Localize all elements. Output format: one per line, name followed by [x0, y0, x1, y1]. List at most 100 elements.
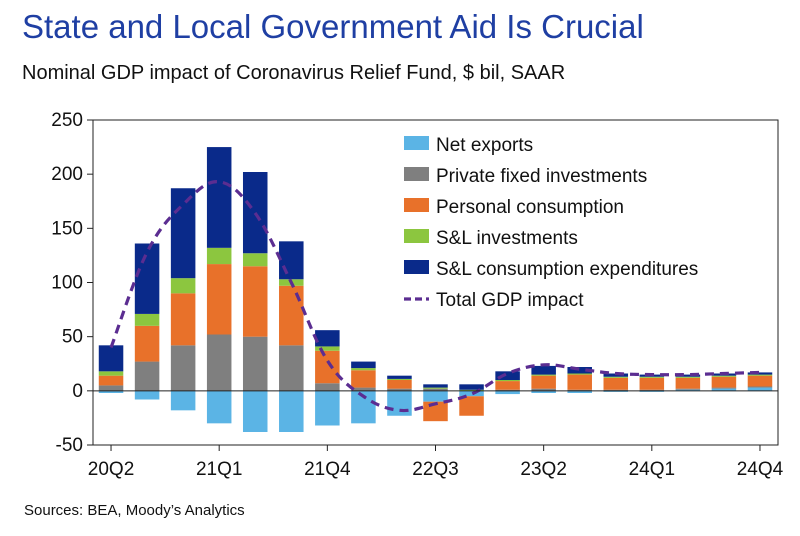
bar-net-exports-24q4: [747, 387, 773, 391]
axes-layer: -50 0 50 100 150 200 250 20Q2 21Q1 21Q4 22Q3 23Q2 24…: [51, 110, 783, 480]
bar-net-exports-21q3: [279, 390, 304, 432]
bar-personal-consumption-22q4: [459, 396, 484, 416]
bar-s-l-investments-20q3: [134, 313, 160, 326]
bar-personal-consumption-23q3: [567, 374, 592, 390]
bar-s-l-investments-21q1: [206, 247, 232, 265]
bar-personal-consumption-24q1: [639, 377, 665, 390]
bars-layer: [98, 147, 773, 432]
bar-s-l-consumption-expenditures-20q2: [98, 345, 124, 372]
bar-s-l-consumption-expenditures-24q2: [675, 374, 701, 377]
bar-private-fixed-investments-22q1: [351, 387, 376, 391]
bar-private-fixed-investments-24q3: [711, 387, 737, 389]
x-tick-label: 24Q4: [737, 459, 784, 480]
x-tick-label: 23Q2: [520, 459, 566, 480]
bar-s-l-investments-23q1: [495, 380, 520, 382]
bar-private-fixed-investments-24q4: [747, 386, 773, 388]
bar-net-exports-22q3: [423, 390, 448, 402]
y-tick-label: 0: [72, 381, 83, 402]
bar-s-l-consumption-expenditures-21q2: [242, 172, 268, 254]
bar-net-exports-22q4: [459, 390, 484, 397]
bar-private-fixed-investments-20q4: [170, 345, 196, 391]
bar-personal-consumption-24q2: [675, 377, 701, 389]
bar-personal-consumption-20q3: [134, 325, 160, 362]
bar-personal-consumption-20q2: [98, 375, 124, 386]
y-tick-label: 50: [62, 327, 83, 348]
y-tick-label: 250: [51, 110, 83, 131]
bar-personal-consumption-24q3: [711, 376, 737, 388]
bar-private-fixed-investments-23q1: [495, 389, 520, 391]
bar-s-l-investments-22q1: [351, 368, 376, 371]
bar-personal-consumption-20q4: [170, 293, 196, 346]
bar-private-fixed-investments-22q2: [387, 388, 412, 391]
y-tick-label: 200: [51, 164, 83, 185]
bar-s-l-investments-24q1: [639, 376, 665, 378]
bar-personal-consumption-23q1: [495, 381, 520, 390]
bar-s-l-investments-21q4: [315, 346, 340, 351]
bar-private-fixed-investments-21q1: [206, 334, 232, 391]
bar-s-l-consumption-expenditures-23q3: [567, 367, 592, 374]
bar-private-fixed-investments-21q4: [315, 383, 340, 391]
x-tick-label: 20Q2: [88, 459, 134, 480]
bar-net-exports-23q4: [603, 390, 629, 392]
bar-private-fixed-investments-21q2: [242, 336, 268, 391]
legend-swatch: [404, 260, 429, 274]
bar-s-l-investments-24q4: [747, 374, 773, 376]
x-tick-label: 22Q3: [412, 459, 458, 480]
bar-s-l-consumption-expenditures-22q3: [423, 384, 448, 388]
bar-s-l-investments-20q2: [98, 371, 124, 376]
legend-swatch: [404, 198, 429, 212]
bar-s-l-consumption-expenditures-22q1: [351, 361, 376, 369]
bar-private-fixed-investments-24q2: [675, 388, 701, 390]
bar-personal-consumption-22q2: [387, 380, 412, 389]
bar-net-exports-24q3: [711, 388, 737, 391]
bar-private-fixed-investments-22q3: [423, 388, 448, 391]
bar-net-exports-20q2: [98, 390, 124, 393]
legend-swatch: [404, 229, 429, 243]
bar-s-l-investments-24q3: [711, 375, 737, 377]
chart-subtitle: Nominal GDP impact of Coronavirus Relief…: [22, 62, 566, 84]
legend-label: Total GDP impact: [436, 290, 584, 311]
y-tick-label: 100: [51, 273, 83, 294]
legend-swatch: [404, 167, 429, 181]
bar-s-l-consumption-expenditures-20q4: [170, 188, 196, 279]
bar-private-fixed-investments-23q2: [531, 388, 556, 391]
legend-label: Net exports: [436, 135, 533, 156]
bar-private-fixed-investments-20q2: [98, 385, 124, 391]
bar-s-l-investments-23q2: [531, 374, 556, 376]
legend-label: Private fixed investments: [436, 166, 647, 187]
bar-s-l-investments-22q4: [459, 389, 484, 391]
bar-s-l-consumption-expenditures-20q3: [134, 243, 160, 314]
legend-label: S&L consumption expenditures: [436, 259, 698, 280]
bar-s-l-consumption-expenditures-21q4: [315, 330, 340, 347]
x-tick-label: 21Q1: [196, 459, 242, 480]
bar-s-l-consumption-expenditures-22q2: [387, 375, 412, 379]
x-tick-label: 24Q1: [629, 459, 675, 480]
bar-s-l-consumption-expenditures-23q4: [603, 373, 629, 377]
bar-personal-consumption-23q4: [603, 377, 629, 390]
bar-net-exports-24q1: [639, 390, 665, 392]
legend-swatch: [404, 136, 429, 150]
bar-net-exports-21q1: [206, 390, 232, 424]
bar-net-exports-20q3: [134, 390, 160, 400]
bar-net-exports-23q1: [495, 390, 520, 395]
legend-label: S&L investments: [436, 228, 578, 249]
bar-s-l-consumption-expenditures-23q1: [495, 371, 520, 380]
bar-s-l-investments-22q3: [423, 387, 448, 389]
bar-net-exports-23q3: [567, 390, 592, 393]
y-tick-label: 150: [51, 218, 83, 239]
x-tick-label: 21Q4: [304, 459, 351, 480]
bar-net-exports-21q2: [242, 390, 268, 432]
bar-private-fixed-investments-24q1: [639, 389, 665, 391]
bar-personal-consumption-21q1: [206, 264, 232, 335]
bar-s-l-investments-23q4: [603, 376, 629, 378]
bar-private-fixed-investments-20q3: [134, 361, 160, 391]
bar-private-fixed-investments-23q3: [567, 389, 592, 391]
bar-private-fixed-investments-23q4: [603, 389, 629, 391]
bar-personal-consumption-23q2: [531, 375, 556, 389]
bar-personal-consumption-21q4: [315, 350, 340, 384]
bar-s-l-consumption-expenditures-24q4: [747, 372, 773, 375]
bar-s-l-investments-22q2: [387, 378, 412, 380]
bar-net-exports-23q2: [531, 390, 556, 393]
bar-s-l-consumption-expenditures-22q4: [459, 384, 484, 390]
